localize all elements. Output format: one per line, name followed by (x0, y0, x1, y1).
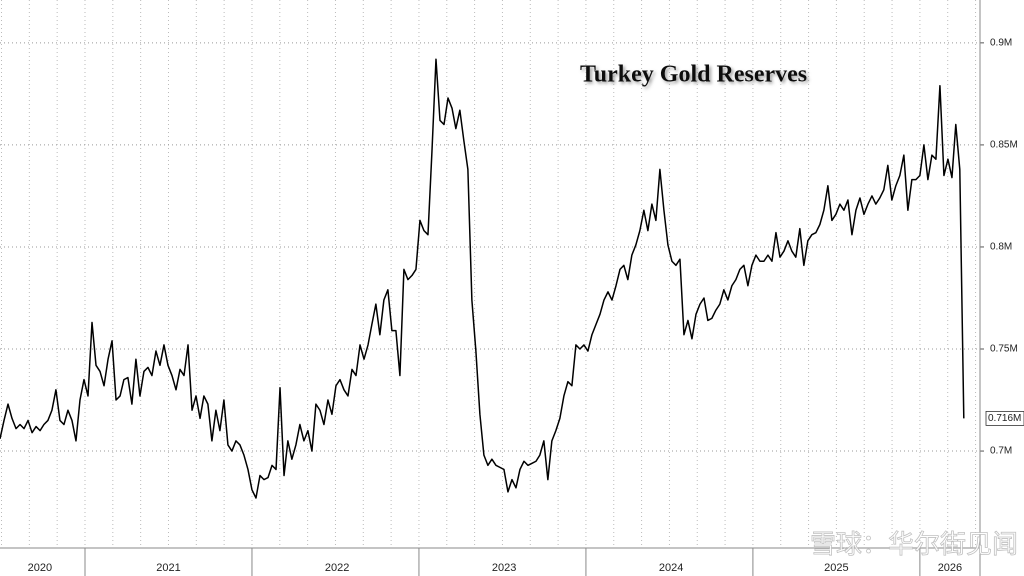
last-value-box (985, 410, 1024, 426)
y-tick-label: 0.7M (990, 446, 1012, 457)
x-tick-label: 2021 (156, 562, 180, 574)
x-tick-label: 2024 (659, 562, 683, 574)
y-tick-label: 0.9M (990, 38, 1012, 49)
y-tick-label: 0.85M (990, 140, 1018, 151)
x-tick-label: 2026 (938, 562, 962, 574)
plot: 0.716M (0, 58, 1024, 499)
y-tick-label: 0.8M (990, 242, 1012, 253)
y-tick-label: 0.75M (990, 344, 1018, 355)
x-tick-label: 2025 (824, 562, 848, 574)
x-tick-label: 2023 (492, 562, 516, 574)
series-line (0, 58, 965, 499)
chart-title: Turkey Gold Reserves (580, 62, 807, 88)
x-tick-label: 2020 (28, 562, 52, 574)
x-tick-label: 2022 (325, 562, 349, 574)
last-value-label: 0.716M (988, 413, 1021, 424)
watermark: 雪球：华尔街见闻 (810, 529, 1018, 559)
